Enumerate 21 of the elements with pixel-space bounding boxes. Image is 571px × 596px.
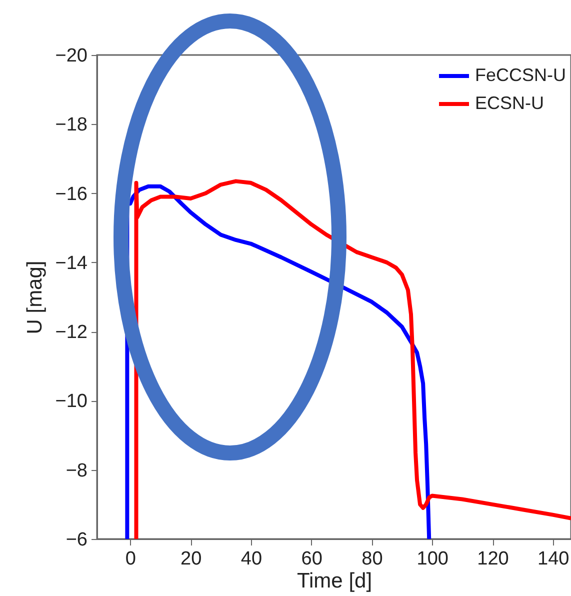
x-tick-label: 60 — [301, 548, 322, 570]
y-tick-label: −14 — [55, 252, 88, 274]
x-tick-label: 0 — [125, 548, 136, 570]
x-tick-label: 40 — [240, 548, 262, 570]
x-tick-label: 120 — [477, 548, 509, 570]
x-axis-title: Time [d] — [296, 570, 372, 592]
y-tick-label: −18 — [55, 114, 88, 136]
legend-label: ECSN-U — [475, 93, 544, 113]
y-tick-label: −12 — [55, 322, 88, 344]
x-tick-label: 20 — [180, 548, 202, 570]
y-tick-label: −10 — [55, 391, 88, 412]
x-tick-label: 100 — [416, 548, 448, 570]
line-series — [134, 179, 571, 539]
y-axis-title: U [mag] — [23, 260, 46, 334]
y-tick-label: −16 — [55, 184, 88, 205]
y-tick-label: −20 — [55, 46, 88, 66]
x-tick-label: 140 — [538, 548, 570, 570]
legend-label: FeCCSN-U — [475, 65, 566, 85]
y-tick-label: −6 — [66, 530, 88, 550]
y-tick-label: −8 — [66, 460, 88, 482]
x-tick-label: 80 — [362, 548, 383, 570]
